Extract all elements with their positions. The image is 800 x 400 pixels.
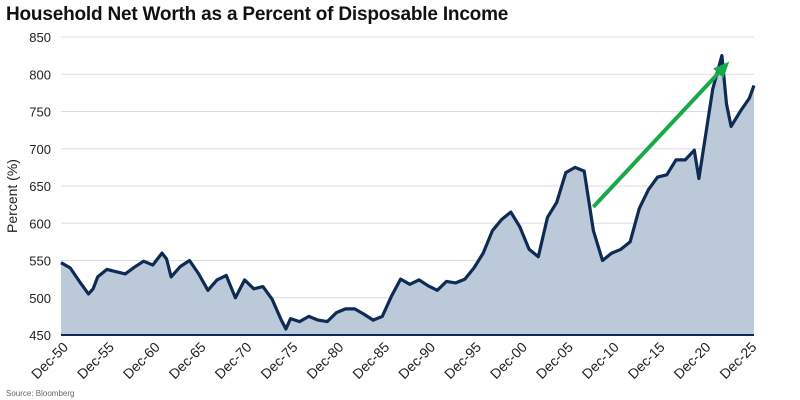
x-tick-label: Dec-00	[487, 339, 530, 382]
x-tick-label: Dec-15	[625, 339, 668, 382]
x-tick-label: Dec-75	[257, 339, 300, 382]
x-tick-label: Dec-80	[303, 339, 346, 382]
y-tick-label: 850	[29, 30, 51, 45]
x-axis-ticks: Dec-50 Dec-55 Dec-60 Dec-65 Dec-70 Dec-75 Dec-…	[28, 339, 760, 382]
series-line	[60, 54, 756, 331]
x-tick-label: Dec-95	[441, 339, 484, 382]
trend-arrow-head	[713, 61, 730, 79]
x-tick-label: Dec-70	[211, 339, 254, 382]
source-note: Source: Bloomberg	[6, 389, 75, 398]
x-tick-label: Dec-50	[28, 339, 71, 382]
x-tick-label: Dec-25	[716, 339, 759, 382]
y-tick-label: 800	[29, 67, 51, 82]
y-axis-ticks: 450 500 550 600 650 700 750 800 850	[29, 30, 51, 343]
y-tick-label: 750	[29, 105, 51, 120]
x-tick-label: Dec-10	[579, 339, 622, 382]
y-tick-label: 650	[29, 179, 51, 194]
annotations	[591, 61, 730, 209]
area-fill	[61, 55, 754, 335]
x-tick-label: Dec-60	[120, 339, 163, 382]
y-tick-label: 500	[29, 291, 51, 306]
x-tick-label: Dec-05	[533, 339, 576, 382]
y-tick-label: 450	[29, 328, 51, 343]
x-tick-label: Dec-65	[166, 339, 209, 382]
y-tick-label: 550	[29, 254, 51, 269]
x-tick-label: Dec-90	[395, 339, 438, 382]
x-tick-label: Dec-85	[349, 339, 392, 382]
y-axis-title: Percent (%)	[4, 159, 20, 233]
y-tick-label: 600	[29, 216, 51, 231]
x-tick-label: Dec-55	[74, 339, 117, 382]
x-tick-label: Dec-20	[670, 339, 713, 382]
trend-arrow-shaft	[591, 71, 720, 209]
chart-title: Household Net Worth as a Percent of Disp…	[6, 4, 509, 25]
y-tick-label: 700	[29, 142, 51, 157]
